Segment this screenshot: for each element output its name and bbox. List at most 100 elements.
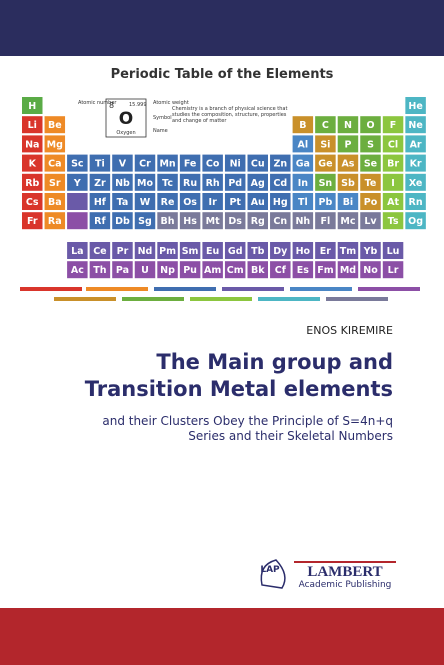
element-symbol: Mc <box>340 216 355 227</box>
element-symbol: Es <box>297 265 309 276</box>
element-cell <box>315 212 336 230</box>
element-symbol: C <box>322 120 329 131</box>
element-cell <box>247 193 268 210</box>
element-symbol: Cl <box>388 139 398 150</box>
key-symbol: O <box>119 109 133 129</box>
element-symbol: Lr <box>388 265 399 276</box>
element-symbol: Fm <box>317 265 333 276</box>
element-cell <box>315 135 336 153</box>
logo-mark: LAP <box>260 565 280 575</box>
key-name: Oxygen <box>116 130 135 136</box>
element-cell <box>270 212 291 230</box>
element-symbol: Mt <box>206 216 220 227</box>
element-symbol: Ge <box>318 159 332 170</box>
element-symbol: Ba <box>48 197 62 208</box>
element-cell <box>67 154 88 172</box>
element-cell <box>134 212 156 230</box>
element-symbol: W <box>140 197 151 208</box>
element-symbol: Bi <box>343 197 354 208</box>
key-number: 8 <box>109 101 114 110</box>
element-symbol: Sr <box>49 178 61 189</box>
key-label: Atomic number <box>78 100 117 106</box>
element-symbol: Ra <box>48 216 62 227</box>
element-symbol: Os <box>183 197 197 208</box>
element-symbol: Mn <box>159 159 175 170</box>
author: ENOS KIREMIRE <box>306 324 393 337</box>
element-symbol: La <box>71 246 83 257</box>
element-symbol: Og <box>408 216 423 227</box>
element-symbol: Fr <box>27 216 38 227</box>
element-symbol: Nb <box>115 178 130 189</box>
key-label: Atomic weight <box>153 100 189 106</box>
publisher-logo: LAP LAMBERT Academic Publishing <box>260 559 396 590</box>
element-symbol: Pb <box>319 197 333 208</box>
element-cell <box>292 212 314 230</box>
element-cell <box>224 242 246 259</box>
element-cell <box>112 212 133 230</box>
element-cell <box>157 261 178 279</box>
element-cell <box>44 154 66 172</box>
element-symbol: Cs <box>26 197 39 208</box>
element-symbol: Ce <box>93 246 106 257</box>
element-cell <box>22 154 43 172</box>
element-cell <box>179 173 201 191</box>
title-line: Transition Metal elements <box>85 377 393 401</box>
element-symbol: Kr <box>410 159 422 170</box>
element-cell <box>157 242 178 259</box>
element-cell <box>89 193 111 210</box>
element-symbol: Er <box>320 246 331 257</box>
element-symbol: Hs <box>183 216 197 227</box>
element-symbol: S <box>367 139 374 150</box>
element-cell <box>112 173 133 191</box>
element-cell <box>405 97 426 114</box>
element-symbol: Be <box>48 120 62 131</box>
element-cell <box>337 173 359 191</box>
element-symbol: Li <box>28 120 37 131</box>
element-symbol: Eu <box>206 246 219 257</box>
element-symbol: Tc <box>162 178 173 189</box>
element-cell <box>292 154 314 172</box>
element-symbol: Gd <box>228 246 243 257</box>
element-symbol: U <box>141 265 149 276</box>
element-cell <box>67 242 88 259</box>
element-cell <box>89 212 111 230</box>
element-symbol: Rb <box>25 178 39 189</box>
element-cell <box>270 261 291 279</box>
element-symbol: Sn <box>319 178 333 189</box>
element-cell <box>179 154 201 172</box>
element-symbol: Ru <box>183 178 197 189</box>
element-cell <box>157 173 178 191</box>
element-key: Atomic number 8 15.999 O Oxygen Atomic w… <box>78 98 189 138</box>
element-cell <box>134 193 156 210</box>
element-symbol: Rf <box>94 216 106 227</box>
element-symbol: Lu <box>387 246 400 257</box>
element-symbol: Sc <box>71 159 83 170</box>
element-cell <box>44 193 66 210</box>
element-cell <box>202 154 223 172</box>
element-symbol: B <box>299 120 306 131</box>
element-symbol: Se <box>364 159 377 170</box>
element-symbol: Tm <box>340 246 356 257</box>
element-cell <box>382 212 404 230</box>
element-cell <box>315 154 336 172</box>
element-cell <box>44 173 66 191</box>
element-symbol: Yb <box>363 246 378 257</box>
element-symbol: Fe <box>184 159 197 170</box>
element-cell <box>247 212 268 230</box>
element-cell <box>44 135 66 153</box>
element-cell <box>179 193 201 210</box>
element-symbol: Ta <box>117 197 129 208</box>
element-symbol: Y <box>73 178 81 189</box>
element-cell <box>405 154 426 172</box>
element-symbol: Si <box>320 139 330 150</box>
element-cell <box>202 173 223 191</box>
element-symbol: Dy <box>273 246 288 257</box>
element-symbol: Cn <box>273 216 287 227</box>
element-cell <box>382 116 404 134</box>
element-cell <box>179 261 201 279</box>
element-cell <box>22 212 43 230</box>
element-symbol: Md <box>340 265 356 276</box>
element-symbol: Au <box>251 197 265 208</box>
